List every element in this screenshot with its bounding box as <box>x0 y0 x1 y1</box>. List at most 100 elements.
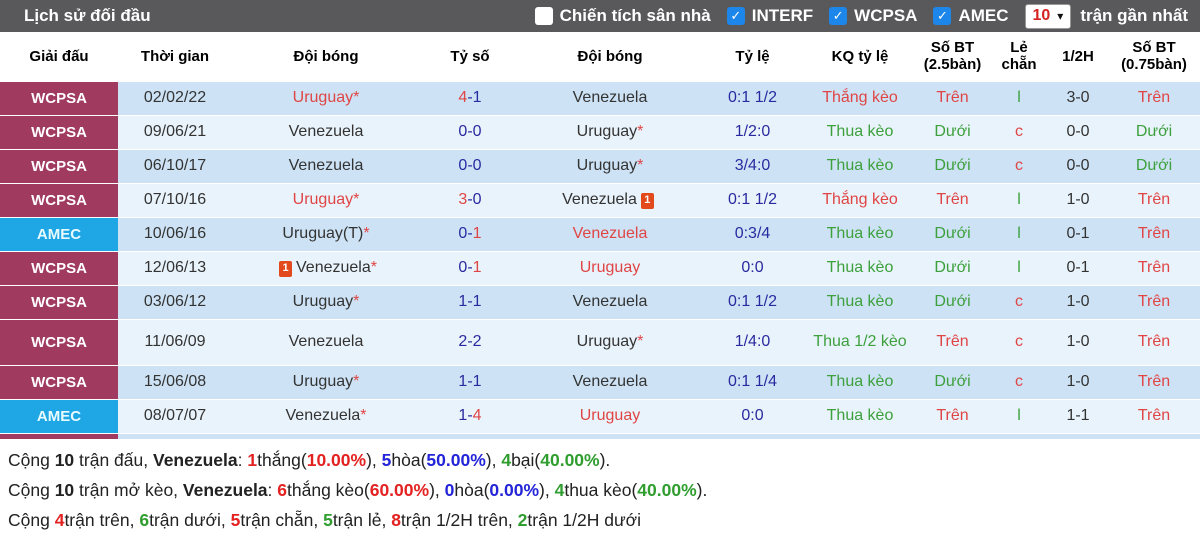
over-under-2-5-cell: Trên <box>915 184 990 218</box>
summary-text: ), <box>539 480 555 500</box>
over-under-0-75-cell: Trên <box>1108 218 1200 252</box>
odds-result-cell: Thua kèo <box>805 150 915 184</box>
over-under-0-75-cell: Trên <box>1108 400 1200 434</box>
check-icon[interactable]: ✓ <box>829 7 848 25</box>
cutoff-league-cell <box>0 434 118 439</box>
recent-matches-select[interactable]: 10 ▾ <box>1024 3 1072 29</box>
home-star-marker: * <box>353 191 360 209</box>
chevron-down-icon: ▾ <box>1057 9 1064 23</box>
checkbox-home-record[interactable]: Chiến tích sân nhà <box>534 6 711 26</box>
date-cell: 09/06/21 <box>118 116 232 150</box>
over-under-2-5-cell: Dưới <box>915 286 990 320</box>
away-team-cell: Venezuela <box>520 218 700 252</box>
table-row: WCPSA 03/06/12 Uruguay * 1-1 Venezuela 0:1 1/2… <box>0 286 1200 320</box>
handicap-odds-cell: 0:1 1/2 <box>700 286 805 320</box>
table-row: WCPSA 15/06/08 Uruguay * 1-1 Venezuela 0:1 1/4… <box>0 366 1200 400</box>
date-cell: 15/06/08 <box>118 366 232 400</box>
team-name: Venezuela <box>288 123 364 141</box>
date-cell: 08/07/07 <box>118 400 232 434</box>
league-cell: AMEC <box>0 218 118 252</box>
column-header: Số BT (0.75bàn) <box>1121 39 1187 73</box>
summary-text: 4 <box>54 510 65 530</box>
home-star-marker: * <box>370 259 377 277</box>
summary-section: Cộng 10 trận đấu, Venezuela: 1thắng(10.0… <box>0 439 1200 535</box>
team-name: Venezuela <box>572 293 648 311</box>
home-team-cell: Uruguay(T) * <box>232 218 420 252</box>
half-time-score-cell: 1-0 <box>1048 286 1108 320</box>
score-home: 0 <box>458 225 468 243</box>
check-icon[interactable]: ✓ <box>726 7 745 25</box>
odd-even-cell: l <box>990 218 1048 252</box>
summary-text: 40.00% <box>540 450 600 470</box>
half-time-score-cell: 0-0 <box>1048 150 1108 184</box>
check-icon[interactable]: ✓ <box>933 7 952 25</box>
team-name: Uruguay <box>576 333 638 351</box>
score-home: 3 <box>458 191 468 209</box>
odd-even-cell: c <box>990 366 1048 400</box>
summary-text: Cộng <box>8 450 55 470</box>
score-home: 0 <box>458 259 468 277</box>
table-row: WCPSA 07/10/16 Uruguay * 3-0 Venezuela 1 0:1 1/… <box>0 184 1200 218</box>
home-team-cell: Uruguay * <box>232 366 420 400</box>
score-cell: 0-0 <box>420 116 520 150</box>
date-cell: 07/10/16 <box>118 184 232 218</box>
team-name: Venezuela <box>572 373 648 391</box>
summary-text: 10 <box>54 450 75 470</box>
team-name: Venezuela <box>562 191 637 209</box>
checkbox-wcpsa[interactable]: ✓ WCPSA <box>829 6 917 26</box>
handicap-odds-cell: 1/4:0 <box>700 320 805 366</box>
table-row: WCPSA 06/10/17 Venezuela 0-0 Uruguay * 3/4:0 Th… <box>0 150 1200 184</box>
score-away: 2 <box>472 333 482 351</box>
summary-text: 4 <box>501 450 512 470</box>
odds-result-cell: Thua 1/2 kèo <box>805 320 915 366</box>
summary-text: trận chẵn, <box>240 510 324 530</box>
team-name: Uruguay <box>576 123 638 141</box>
over-under-2-5-cell: Trên <box>915 320 990 366</box>
team-name: Venezuela <box>285 407 361 425</box>
over-under-0-75-cell: Trên <box>1108 366 1200 400</box>
summary-text: 4 <box>554 480 565 500</box>
league-cell: WCPSA <box>0 320 118 366</box>
summary-text: trận 1/2H trên, <box>400 510 518 530</box>
column-header: Lẻ chẵn <box>1001 39 1037 73</box>
odd-even-cell: c <box>990 150 1048 184</box>
over-under-2-5-cell: Dưới <box>915 218 990 252</box>
team-name: Venezuela <box>288 157 364 175</box>
away-team-cell: Uruguay * <box>520 116 700 150</box>
odd-even-cell: l <box>990 82 1048 116</box>
team-name: Uruguay(T) <box>282 225 364 243</box>
handicap-odds-cell: 0:1 1/2 <box>700 82 805 116</box>
score-cell: 1-1 <box>420 366 520 400</box>
over-under-0-75-cell: Trên <box>1108 252 1200 286</box>
team-name: Uruguay <box>292 191 354 209</box>
summary-text: : <box>267 480 278 500</box>
home-team-cell: Venezuela <box>232 150 420 184</box>
column-header: Số BT (2.5bàn) <box>923 39 982 73</box>
column-header: KQ tỷ lệ <box>831 47 889 65</box>
summary-text: 6 <box>277 480 288 500</box>
team-name: Uruguay <box>292 89 354 107</box>
odd-even-cell: l <box>990 400 1048 434</box>
team-name: Uruguay <box>576 157 638 175</box>
summary-text: trận mở kèo, <box>74 480 183 500</box>
score-cell: 1-4 <box>420 400 520 434</box>
summary-text: 5 <box>323 510 333 530</box>
away-team-cell: Venezuela <box>520 286 700 320</box>
summary-text: trận lẻ, <box>332 510 392 530</box>
checkbox-amec[interactable]: ✓ AMEC <box>933 6 1009 26</box>
checkbox-interf[interactable]: ✓ INTERF <box>726 6 813 26</box>
cutoff-next-row <box>0 434 1200 439</box>
home-team-cell: Venezuela <box>232 320 420 366</box>
score-home: 2 <box>458 333 468 351</box>
half-time-score-cell: 0-0 <box>1048 116 1108 150</box>
toolbar: Lịch sử đối đầu Chiến tích sân nhà ✓ INT… <box>0 0 1200 32</box>
summary-text: 2 <box>517 510 528 530</box>
page-title: Lịch sử đối đầu <box>24 6 151 25</box>
summary-text: trận trên, <box>64 510 140 530</box>
checkbox-icon[interactable] <box>534 7 553 25</box>
score-home: 0 <box>458 157 468 175</box>
table-header-row: Giải đấu Thời gian Đội bóng Tỷ số Đội bóng Tỷ… <box>0 32 1200 82</box>
score-cell: 0-1 <box>420 218 520 252</box>
handicap-odds-cell: 3/4:0 <box>700 150 805 184</box>
date-cell: 10/06/16 <box>118 218 232 252</box>
